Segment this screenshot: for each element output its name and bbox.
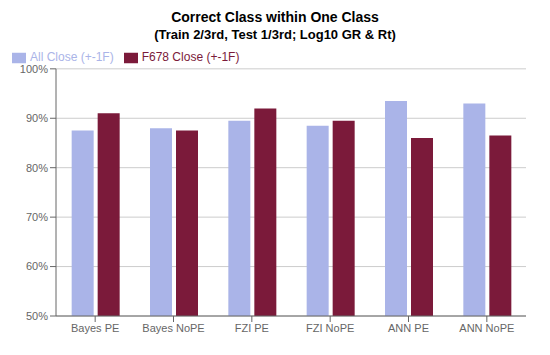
svg-text:90%: 90% [26, 112, 48, 124]
svg-text:60%: 60% [26, 260, 48, 272]
svg-text:70%: 70% [26, 211, 48, 223]
svg-text:ANN PE: ANN PE [388, 322, 429, 334]
svg-text:FZI NoPE: FZI NoPE [306, 322, 354, 334]
svg-text:ANN NoPE: ANN NoPE [459, 322, 514, 334]
svg-text:50%: 50% [26, 310, 48, 322]
svg-text:80%: 80% [26, 162, 48, 174]
html-text:Correct Class within One Class: Correct Class within One Class [171, 9, 379, 25]
svg-text:FZI PE: FZI PE [235, 322, 269, 334]
html-text:(Train 2/3rd, Test 1/3rd; Log1: (Train 2/3rd, Test 1/3rd; Log10 GR & Rt) [154, 27, 396, 42]
svg-text:100%: 100% [20, 63, 48, 75]
svg-text:Bayes PE: Bayes PE [71, 322, 119, 334]
html-text:All Close (+-1F): All Close (+-1F) [30, 50, 114, 64]
svg-text:Bayes NoPE: Bayes NoPE [142, 322, 204, 334]
html-text:F678 Close (+-1F): F678 Close (+-1F) [141, 50, 240, 64]
